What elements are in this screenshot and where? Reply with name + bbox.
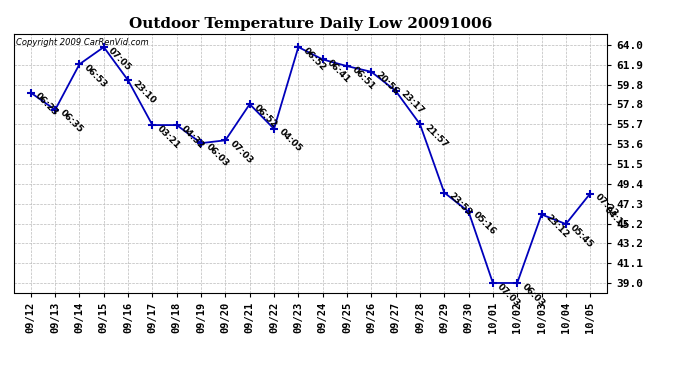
Text: 23:10: 23:10 [131, 79, 157, 105]
Text: 07:03: 07:03 [495, 282, 522, 308]
Text: 04:05: 04:05 [277, 128, 304, 154]
Text: 06:35: 06:35 [58, 108, 84, 135]
Text: 06:52: 06:52 [301, 46, 328, 72]
Text: 07:23: 07:23 [593, 192, 620, 219]
Text: 06:51: 06:51 [350, 65, 376, 91]
Text: 21:57: 21:57 [423, 123, 449, 149]
Text: 06:03: 06:03 [204, 142, 230, 168]
Text: 06:23: 06:23 [34, 92, 60, 118]
Text: 06:52: 06:52 [253, 103, 279, 129]
Title: Outdoor Temperature Daily Low 20091006: Outdoor Temperature Daily Low 20091006 [129, 17, 492, 31]
Text: 04:32: 04:32 [179, 124, 206, 150]
Text: 04:17: 04:17 [602, 205, 629, 231]
Text: 23:12: 23:12 [544, 213, 571, 240]
Text: 07:03: 07:03 [228, 139, 255, 165]
Text: 23:17: 23:17 [398, 90, 425, 116]
Text: 05:16: 05:16 [471, 210, 498, 237]
Text: 06:53: 06:53 [82, 63, 109, 89]
Text: 20:56: 20:56 [374, 70, 401, 97]
Text: 06:41: 06:41 [326, 58, 352, 85]
Text: 03:21: 03:21 [155, 124, 181, 150]
Text: 07:05: 07:05 [106, 46, 133, 72]
Text: Copyright 2009 CarRenVid.com: Copyright 2009 CarRenVid.com [16, 38, 148, 46]
Text: 05:45: 05:45 [569, 223, 595, 249]
Text: 23:53: 23:53 [447, 191, 473, 218]
Text: 06:03: 06:03 [520, 282, 546, 308]
